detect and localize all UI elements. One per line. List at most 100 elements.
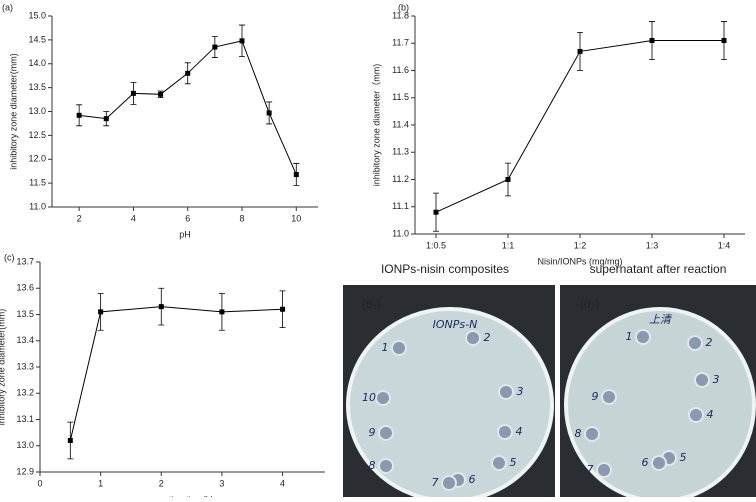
plate-text: 6 [642, 456, 649, 469]
y-tick-label: 11.8 [392, 10, 409, 20]
panel-label: (b) [398, 2, 409, 12]
plate-text: 上清 [649, 313, 673, 326]
y-tick-label: 11.6 [392, 65, 409, 75]
y-tick-label: 11.2 [392, 174, 409, 184]
y-tick-label: 13.7 [16, 256, 34, 266]
inhibition-zone [465, 330, 481, 346]
y-tick-label: 13.5 [16, 309, 34, 319]
y-tick-label: 15.0 [28, 10, 46, 20]
plate-text: 1 [626, 330, 633, 343]
x-axis-title: pH [179, 229, 191, 239]
data-point [185, 70, 191, 76]
y-tick-label: 11.5 [29, 178, 46, 188]
y-tick-label: 12.5 [28, 130, 46, 140]
photo-caption: supernatant after reaction [590, 262, 727, 276]
y-tick-label: 11.1 [392, 201, 409, 211]
photo-label: (d₁) [362, 297, 381, 311]
y-tick-label: 13.0 [28, 106, 46, 116]
inhibition-zone [584, 426, 600, 442]
x-tick-label: 10 [291, 213, 301, 223]
data-point [433, 209, 439, 215]
x-tick-label: 3 [219, 478, 224, 488]
inhibition-zone [635, 329, 651, 345]
y-tick-label: 12.9 [16, 466, 34, 476]
inhibition-zone [378, 458, 394, 474]
data-point [130, 90, 136, 96]
x-axis-title: Nisin/IONPs (mg/mg) [537, 256, 622, 266]
y-tick-label: 11.5 [392, 92, 409, 102]
y-axis-title: inhibitory zone diameter（mm) [371, 64, 381, 187]
data-point [649, 38, 655, 44]
data-point [212, 44, 218, 50]
inhibition-zone [497, 424, 513, 440]
x-tick-label: 6 [185, 213, 190, 223]
plate-text: 3 [517, 385, 524, 398]
x-tick-label: 1 [98, 478, 103, 488]
data-point [280, 306, 286, 312]
y-axis-title: inhibitory zone diameter(mm) [8, 53, 18, 170]
y-tick-label: 11.0 [392, 228, 409, 238]
plate-text: 8 [369, 459, 376, 472]
y-tick-label: 13.2 [16, 388, 34, 398]
inhibition-zone [375, 390, 391, 406]
panel-label: (a) [2, 2, 13, 12]
data-point [67, 438, 73, 443]
plate-text: 2 [706, 336, 713, 349]
x-tick-label: 4 [280, 478, 285, 488]
y-axis-title: inhibitory zone diameter(mm) [0, 309, 6, 426]
x-tick-label: 1:3 [646, 240, 659, 250]
y-tick-label: 13.4 [16, 335, 34, 345]
x-tick-label: 1:1 [502, 240, 515, 250]
x-tick-label: 0 [37, 478, 42, 488]
plate-text: 8 [575, 427, 582, 440]
inhibition-zone [491, 455, 507, 471]
inhibition-zone [688, 407, 704, 423]
plate-text: 9 [592, 390, 599, 403]
panel-label: (c) [4, 252, 15, 262]
plate-text: 1 [382, 341, 389, 354]
data-point [266, 110, 272, 116]
plate-text: 2 [484, 331, 491, 344]
data-point [219, 309, 225, 315]
data-point [103, 116, 109, 122]
y-tick-label: 11.7 [392, 38, 409, 48]
data-point [239, 38, 245, 44]
plate-text: 7 [432, 476, 439, 489]
data-line [79, 40, 297, 175]
inhibition-zone [391, 340, 407, 356]
data-line [69, 306, 283, 441]
plate-text: 5 [510, 456, 517, 469]
x-tick-label: 4 [131, 213, 136, 223]
y-tick-label: 12.0 [28, 154, 46, 164]
inhibition-zone [651, 455, 667, 471]
data-point [293, 172, 299, 178]
data-point [98, 309, 104, 315]
plate-text: IONPs-N [433, 318, 478, 331]
plate-text: 10 [362, 391, 376, 404]
plate-text: 9 [369, 426, 376, 439]
y-tick-label: 14.0 [28, 58, 46, 68]
inhibition-zone [596, 462, 612, 478]
inhibition-zone [687, 335, 703, 351]
y-tick-label: 14.5 [28, 34, 46, 44]
plate-text: 4 [707, 408, 714, 421]
data-point [505, 177, 511, 182]
photo-label: (d₂) [580, 297, 599, 311]
plate-text: 5 [680, 451, 687, 464]
x-tick-label: 2 [159, 478, 164, 488]
x-tick-label: 8 [239, 213, 244, 223]
plate-text: 7 [587, 463, 594, 476]
inhibition-zone [601, 389, 617, 405]
inhibition-zone [378, 425, 394, 441]
x-tick-label: 1:2 [574, 240, 587, 250]
y-tick-label: 11.4 [392, 119, 409, 129]
y-tick-label: 13.0 [16, 440, 34, 450]
data-point [158, 304, 164, 310]
inhibition-zone [441, 475, 457, 491]
y-tick-label: 13.6 [16, 283, 34, 293]
plate-text: 4 [516, 425, 523, 438]
inhibition-zone [498, 384, 514, 400]
data-point [158, 91, 164, 97]
